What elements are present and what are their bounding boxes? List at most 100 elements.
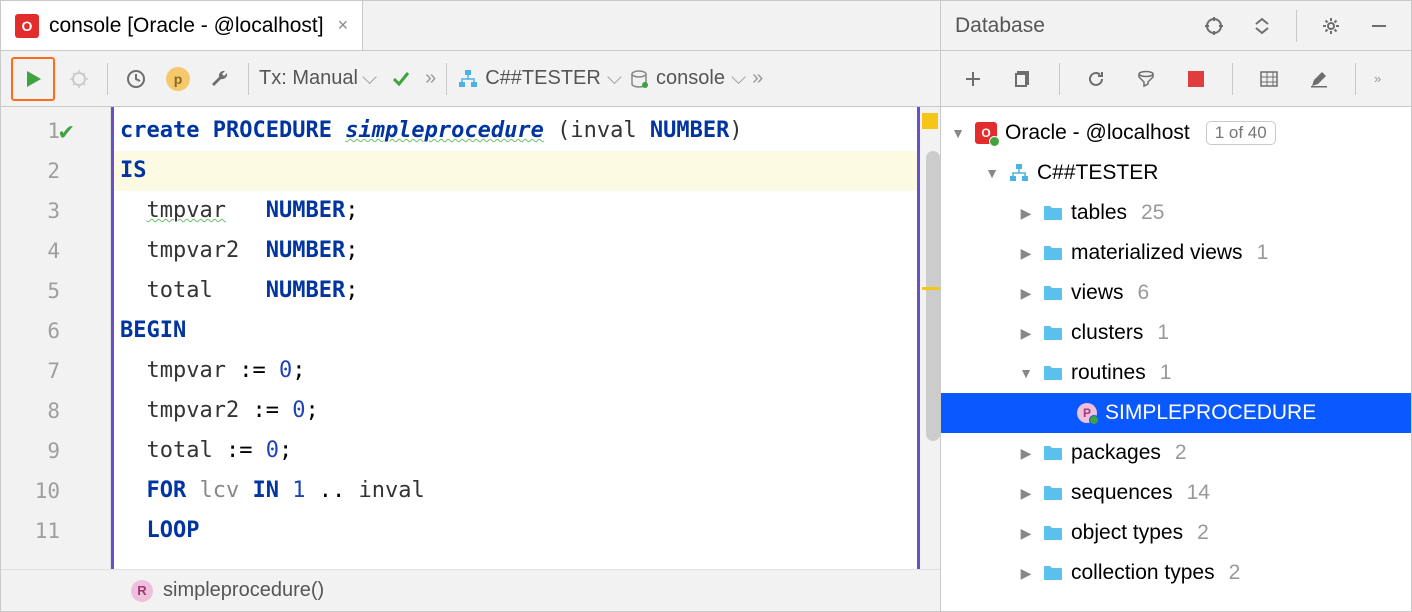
add-button[interactable]: [955, 61, 991, 97]
tree-row[interactable]: ▶sequences14: [941, 473, 1411, 513]
tree-label: Oracle - @localhost: [1005, 121, 1190, 145]
tree-label: tables: [1071, 201, 1127, 225]
close-icon[interactable]: ×: [338, 15, 349, 36]
tree-label: views: [1071, 281, 1124, 305]
code-line[interactable]: tmpvar2 := 0;: [114, 391, 917, 431]
session-dropdown[interactable]: console ⌵: [628, 67, 746, 90]
tree-label: SIMPLEPROCEDURE: [1105, 401, 1316, 425]
tx-mode-dropdown[interactable]: Tx: Manual ⌵: [259, 67, 377, 90]
code-editor[interactable]: ✔ 1234567891011 create PROCEDURE simplep…: [1, 107, 940, 569]
chevron-down-icon: ⌵: [362, 67, 377, 90]
warning-marker[interactable]: [922, 113, 938, 129]
tree-row[interactable]: ▶clusters1: [941, 313, 1411, 353]
wrench-button[interactable]: [202, 61, 238, 97]
tree-row[interactable]: ▼ C##TESTER: [941, 153, 1411, 193]
code-line[interactable]: create PROCEDURE simpleprocedure (inval …: [114, 111, 917, 151]
chevron-icon: ▶: [1017, 485, 1035, 502]
code-line[interactable]: BEGIN: [114, 311, 917, 351]
chevron-icon: ▼: [983, 165, 1001, 181]
code-line[interactable]: tmpvar NUMBER;: [114, 191, 917, 231]
target-icon[interactable]: [1196, 8, 1232, 44]
code-line[interactable]: total := 0;: [114, 431, 917, 471]
tree-label: sequences: [1071, 481, 1173, 505]
scrollbar[interactable]: [926, 151, 940, 441]
chevron-icon: ▶: [1017, 525, 1035, 542]
chevron-down-icon: ⌵: [731, 67, 746, 90]
edit-button[interactable]: [1301, 61, 1337, 97]
tab-strip: O console [Oracle - @localhost] ×: [1, 1, 940, 51]
editor-toolbar: p Tx: Manual ⌵ » C##TESTER ⌵ console ⌵ »: [1, 51, 940, 107]
tree-row[interactable]: ▼routines1: [941, 353, 1411, 393]
line-number: 7: [1, 351, 110, 391]
tree-row[interactable]: ▶packages2: [941, 433, 1411, 473]
code-line[interactable]: LOOP: [114, 511, 917, 551]
folder-icon: [1043, 525, 1063, 541]
count: 2: [1229, 561, 1241, 585]
tree-label: clusters: [1071, 321, 1143, 345]
history-button[interactable]: [118, 61, 154, 97]
table-button[interactable]: [1251, 61, 1287, 97]
count: 1: [1160, 361, 1172, 385]
debug-button[interactable]: [61, 61, 97, 97]
count: 6: [1138, 281, 1150, 305]
chevron-icon: ▶: [1017, 245, 1035, 262]
tree-label: routines: [1071, 361, 1146, 385]
minimize-icon[interactable]: [1361, 8, 1397, 44]
p-button[interactable]: p: [160, 61, 196, 97]
code-line[interactable]: tmpvar := 0;: [114, 351, 917, 391]
line-number: 3: [1, 191, 110, 231]
chevron-icon: ▶: [1017, 445, 1035, 462]
tree-row[interactable]: ▶collection types2: [941, 553, 1411, 593]
tab-title: console [Oracle - @localhost]: [49, 14, 324, 38]
folder-icon: [1043, 285, 1063, 301]
tree-row[interactable]: ▶views6: [941, 273, 1411, 313]
filter-button[interactable]: [1128, 61, 1164, 97]
code-line[interactable]: FOR lcv IN 1 .. inval: [114, 471, 917, 511]
status-bar: R simpleprocedure(): [1, 569, 940, 611]
commit-button[interactable]: [383, 61, 419, 97]
line-number: 11: [1, 511, 110, 551]
status-text: simpleprocedure(): [163, 579, 324, 602]
more-icon[interactable]: »: [425, 67, 436, 90]
count: 2: [1175, 441, 1187, 465]
check-icon: ✔: [59, 117, 73, 145]
chevron-icon: ▶: [1017, 565, 1035, 582]
tree-row[interactable]: ▶materialized views1: [941, 233, 1411, 273]
run-button[interactable]: [11, 57, 55, 101]
chevron-icon: ▶: [1017, 205, 1035, 222]
tree-row[interactable]: ▼OOracle - @localhost1 of 40: [941, 113, 1411, 153]
marker[interactable]: [922, 287, 940, 290]
copy-button[interactable]: [1005, 61, 1041, 97]
count: 2: [1197, 521, 1209, 545]
tree-row[interactable]: ▶tables25: [941, 193, 1411, 233]
marker-strip: [920, 107, 940, 569]
code-line[interactable]: IS: [114, 151, 917, 191]
code-area[interactable]: create PROCEDURE simpleprocedure (inval …: [111, 107, 920, 569]
tree-label: C##TESTER: [1037, 161, 1158, 185]
more-icon[interactable]: »: [752, 67, 763, 90]
stop-button[interactable]: [1178, 61, 1214, 97]
chevron-icon: ▶: [1017, 325, 1035, 342]
line-number: 9: [1, 431, 110, 471]
line-number: 6: [1, 311, 110, 351]
folder-icon: [1043, 485, 1063, 501]
tree-row[interactable]: PSIMPLEPROCEDURE: [941, 393, 1411, 433]
schema-dropdown[interactable]: C##TESTER ⌵: [457, 67, 622, 90]
routine-icon: R: [131, 580, 153, 602]
code-line[interactable]: tmpvar2 NUMBER;: [114, 231, 917, 271]
refresh-button[interactable]: [1078, 61, 1114, 97]
tree-row[interactable]: ▶object types2: [941, 513, 1411, 553]
collapse-icon[interactable]: [1244, 8, 1280, 44]
db-title: Database: [955, 14, 1045, 38]
code-line[interactable]: total NUMBER;: [114, 271, 917, 311]
db-header: Database: [941, 1, 1411, 51]
chevron-down-icon: ⌵: [607, 67, 622, 90]
console-icon: [628, 68, 650, 90]
more-icon[interactable]: »: [1374, 71, 1381, 86]
db-tree: ▼OOracle - @localhost1 of 40 ▼ C##TESTER ▶ t…: [941, 107, 1411, 611]
count: 1: [1257, 241, 1269, 265]
editor-tab[interactable]: O console [Oracle - @localhost] ×: [1, 1, 363, 50]
db-toolbar: »: [941, 51, 1411, 107]
gear-icon[interactable]: [1313, 8, 1349, 44]
schema-icon: [457, 68, 479, 90]
